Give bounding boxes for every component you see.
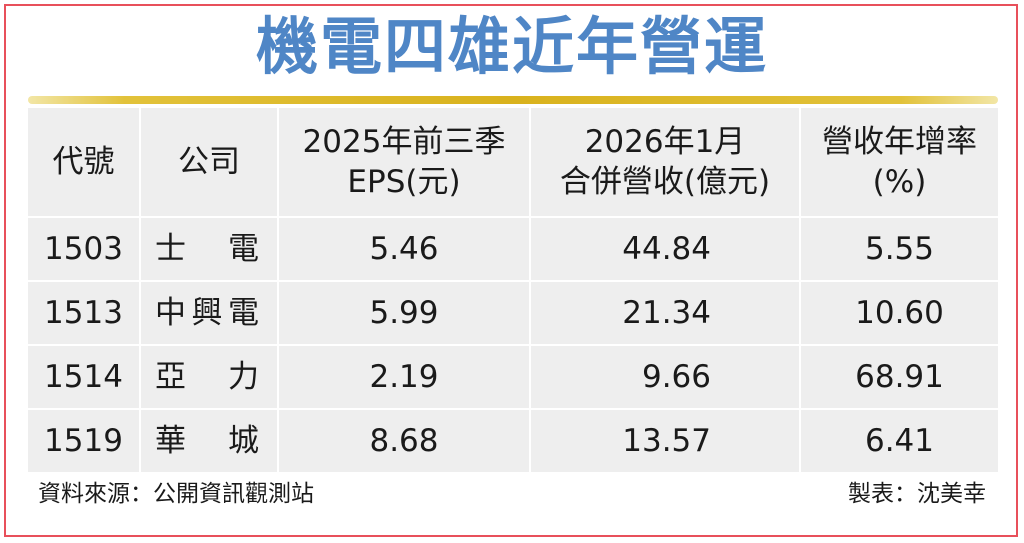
header-code: 代號 bbox=[28, 108, 140, 217]
cell-revenue: 9.66 bbox=[529, 344, 800, 409]
author-note: 製表：沈美幸 bbox=[848, 481, 986, 507]
company-name-char: 士 bbox=[155, 230, 186, 267]
company-name: 中興電 bbox=[141, 294, 277, 331]
header-growth-line2: (%) bbox=[872, 164, 927, 200]
company-name-char: 電 bbox=[228, 294, 259, 331]
cell-code: 1514 bbox=[28, 344, 140, 409]
company-name-char: 電 bbox=[228, 230, 259, 267]
company-name-char: 亞 bbox=[155, 358, 186, 395]
cell-eps: 8.68 bbox=[277, 408, 530, 472]
data-table: 代號 公司 2025年前三季 EPS(元) 2026年1月 合併營收(億元) 營… bbox=[28, 108, 998, 472]
header-code-label: 代號 bbox=[52, 144, 115, 180]
source-note: 資料來源：公開資訊觀測站 bbox=[38, 481, 314, 507]
company-name-char: 興 bbox=[191, 294, 223, 331]
table-row: 1519 華城 8.68 13.57 6.41 bbox=[28, 408, 998, 472]
cell-revenue: 21.34 bbox=[529, 280, 800, 345]
title-underline-bar bbox=[28, 96, 998, 104]
cell-growth: 10.60 bbox=[799, 280, 998, 345]
cell-revenue: 13.57 bbox=[529, 408, 800, 472]
table-row: 1514 亞力 2.19 9.66 68.91 bbox=[28, 344, 998, 409]
cell-company: 華城 bbox=[139, 408, 278, 472]
header-company-label: 公司 bbox=[178, 144, 240, 180]
cell-revenue: 44.84 bbox=[529, 216, 800, 281]
header-growth: 營收年增率 (%) bbox=[799, 108, 998, 217]
company-name-char: 力 bbox=[228, 358, 259, 395]
table-row: 1513 中興電 5.99 21.34 10.60 bbox=[28, 280, 998, 345]
company-name: 亞力 bbox=[141, 358, 277, 395]
cell-company: 亞力 bbox=[139, 344, 278, 409]
cell-eps: 5.99 bbox=[277, 280, 530, 345]
table-row: 1503 士電 5.46 44.84 5.55 bbox=[28, 216, 998, 281]
company-name-char: 城 bbox=[228, 422, 259, 459]
cell-company: 士電 bbox=[139, 216, 278, 281]
table-header-row: 代號 公司 2025年前三季 EPS(元) 2026年1月 合併營收(億元) 營… bbox=[28, 108, 998, 217]
company-name-char: 華 bbox=[155, 422, 186, 459]
header-eps: 2025年前三季 EPS(元) bbox=[277, 108, 530, 217]
chart-title: 機電四雄近年營運 bbox=[255, 10, 768, 83]
cell-code: 1503 bbox=[28, 216, 140, 281]
cell-growth: 6.41 bbox=[799, 408, 998, 472]
cell-code: 1519 bbox=[28, 408, 140, 472]
company-name-char: 中 bbox=[155, 294, 186, 331]
company-name: 華城 bbox=[141, 422, 277, 459]
cell-code: 1513 bbox=[28, 280, 140, 345]
header-revenue-line1: 2026年1月 bbox=[584, 124, 746, 160]
cell-growth: 68.91 bbox=[799, 344, 998, 409]
header-growth-line1: 營收年增率 bbox=[822, 124, 977, 160]
header-revenue-line2: 合併營收(億元) bbox=[559, 164, 771, 200]
cell-eps: 2.19 bbox=[277, 344, 530, 409]
cell-eps: 5.46 bbox=[277, 216, 530, 281]
company-name: 士電 bbox=[141, 230, 277, 267]
cell-growth: 5.55 bbox=[799, 216, 998, 281]
header-revenue: 2026年1月 合併營收(億元) bbox=[529, 108, 800, 217]
header-company: 公司 bbox=[139, 108, 278, 217]
header-eps-line1: 2025年前三季 bbox=[302, 124, 506, 160]
header-eps-line2: EPS(元) bbox=[347, 164, 461, 200]
cell-company: 中興電 bbox=[139, 280, 278, 345]
